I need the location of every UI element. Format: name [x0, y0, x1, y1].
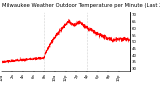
Text: Milwaukee Weather Outdoor Temperature per Minute (Last 24 Hours): Milwaukee Weather Outdoor Temperature pe… [2, 3, 160, 8]
